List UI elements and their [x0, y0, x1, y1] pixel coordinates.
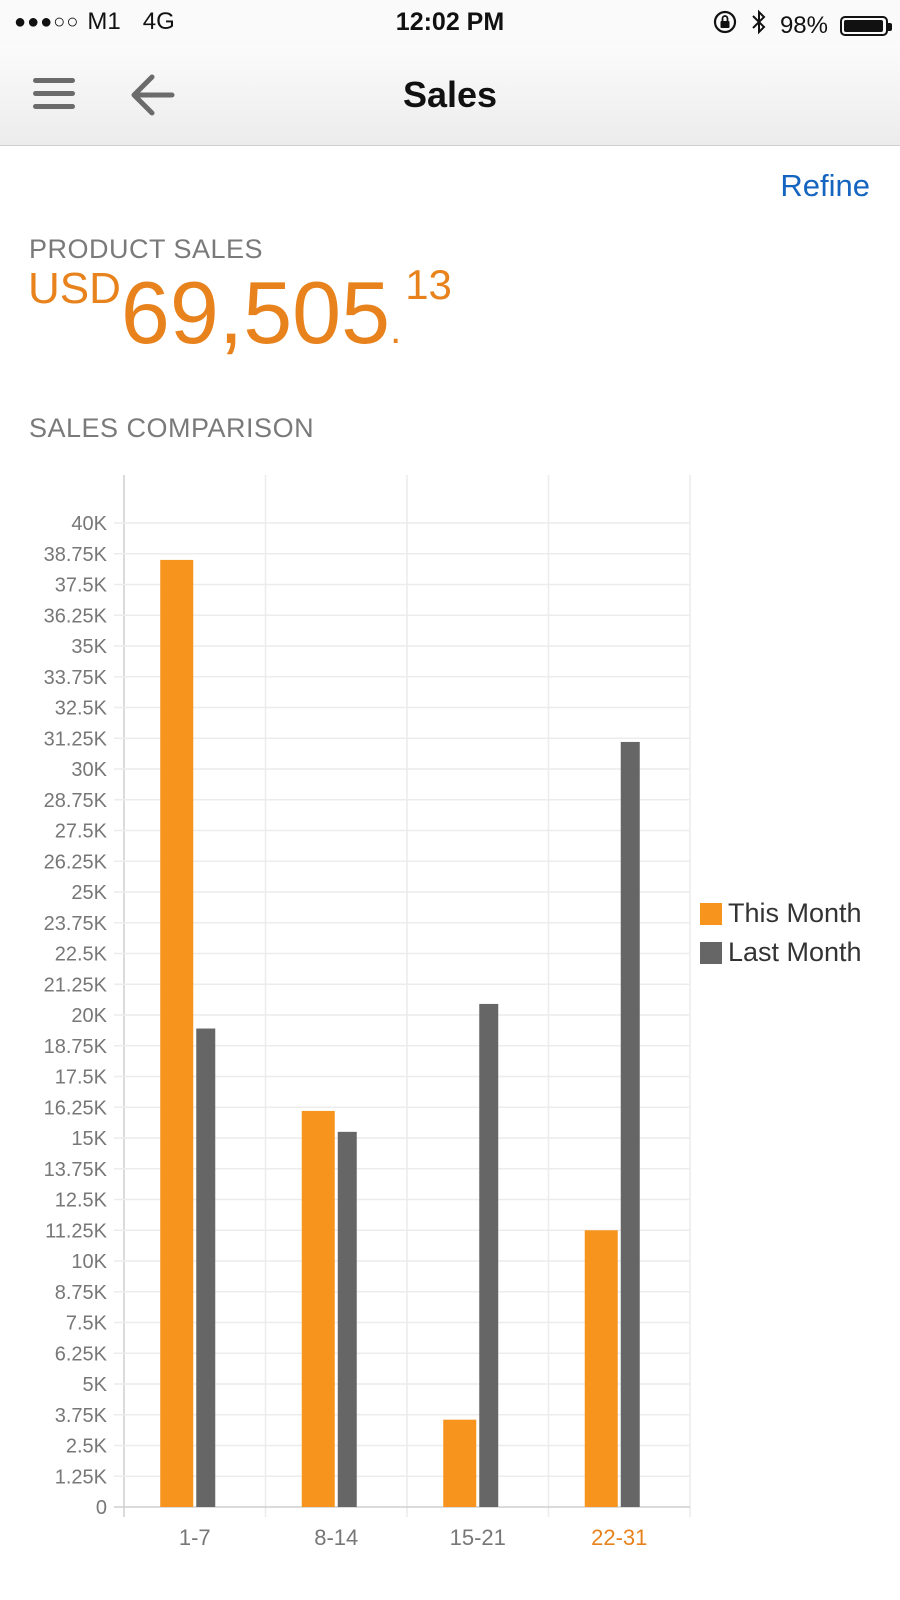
legend-item-last-month[interactable]: Last Month — [700, 937, 862, 968]
y-tick-label: 30K — [71, 759, 107, 781]
y-tick-label: 26.25K — [44, 851, 108, 873]
y-tick-label: 28.75K — [44, 790, 108, 812]
hamburger-menu-icon[interactable] — [33, 78, 75, 112]
status-bar: ●●●○○ M1 4G 12:02 PM 98% — [0, 0, 900, 46]
carrier-name: M1 — [87, 8, 121, 35]
y-tick-label: 7.5K — [66, 1313, 108, 1335]
bluetooth-icon — [750, 8, 768, 43]
sales-comparison-chart: 0 1.25K 2.5K 3.75K 5K 6.25K 7.5K 8.75K 10K 11.25K… — [44, 475, 691, 1550]
bar-last-month-8-14 — [337, 1131, 357, 1507]
amount-cents: 13 — [405, 261, 452, 308]
y-tick-label: 33.75K — [44, 667, 108, 689]
bar-last-month-1-7 — [196, 1028, 216, 1507]
x-tick-label: 22-31 — [591, 1525, 647, 1550]
legend-swatch-this-month — [700, 902, 722, 925]
legend-swatch-last-month — [700, 941, 722, 964]
y-tick-label: 40K — [71, 513, 107, 535]
navigation-bar: Sales — [0, 46, 900, 146]
sales-comparison-label: SALES COMPARISON — [29, 413, 315, 443]
refine-link[interactable]: Refine — [780, 168, 870, 203]
y-tick-label: 31.25K — [44, 728, 108, 750]
battery-level — [844, 19, 884, 32]
status-left: ●●●○○ M1 4G — [14, 8, 175, 36]
legend-item-this-month[interactable]: This Month — [700, 898, 862, 929]
bar-this-month-1-7 — [160, 559, 194, 1507]
y-tick-label: 35K — [71, 636, 107, 658]
y-tick-label: 1.25K — [55, 1466, 108, 1488]
y-tick-label: 11.25K — [45, 1220, 108, 1242]
amount-decimal-point: . — [390, 308, 402, 352]
battery-percent: 98% — [779, 11, 828, 39]
y-tick-label: 10K — [71, 1251, 107, 1273]
y-tick-label: 27.5K — [55, 821, 108, 843]
currency-code: USD — [28, 264, 121, 313]
y-tick-label: 37.5K — [55, 575, 108, 597]
signal-strength-icon: ●●●○○ — [14, 10, 80, 33]
y-tick-label: 0 — [96, 1497, 107, 1519]
legend-label-last-month: Last Month — [728, 937, 862, 967]
y-tick-label: 25K — [71, 882, 107, 904]
y-tick-label: 23.75K — [44, 913, 108, 935]
y-tick-label: 8.75K — [55, 1282, 108, 1304]
product-sales-amount: USD69,505.13 — [28, 261, 452, 364]
y-tick-label: 20K — [71, 1005, 107, 1027]
y-tick-label: 22.5K — [55, 944, 108, 966]
chart-legend: This Month Last Month — [700, 898, 862, 976]
y-tick-label: 15K — [71, 1128, 107, 1150]
y-tick-label: 16.25K — [44, 1097, 108, 1119]
y-tick-label: 12.5K — [55, 1190, 108, 1212]
y-tick-label: 32.5K — [55, 698, 108, 720]
x-tick-label: 15-21 — [450, 1525, 506, 1550]
y-tick-label: 38.75K — [44, 544, 108, 566]
x-tick-label: 8-14 — [314, 1525, 358, 1550]
product-sales-label: PRODUCT SALES — [29, 234, 264, 264]
x-tick-label: 1-7 — [179, 1525, 211, 1550]
bar-last-month-22-31 — [620, 741, 640, 1507]
battery-icon — [840, 15, 892, 36]
legend-label-this-month: This Month — [728, 898, 862, 928]
y-tick-label: 18.75K — [44, 1036, 108, 1058]
bar-this-month-22-31 — [584, 1230, 618, 1507]
back-arrow-icon[interactable] — [128, 72, 176, 118]
y-tick-label: 21.25K — [44, 974, 108, 996]
bar-last-month-15-21 — [479, 1003, 499, 1507]
bar-this-month-15-21 — [443, 1419, 477, 1507]
y-tick-label: 6.25K — [55, 1343, 108, 1365]
amount-whole: 69,505 — [120, 263, 391, 362]
status-time: 12:02 PM — [395, 8, 505, 36]
y-tick-label: 17.5K — [55, 1067, 108, 1089]
y-tick-label: 5K — [83, 1374, 108, 1396]
network-type: 4G — [142, 8, 175, 35]
y-tick-label: 13.75K — [44, 1159, 108, 1181]
orientation-lock-icon — [712, 9, 738, 42]
bar-this-month-8-14 — [301, 1110, 335, 1507]
y-tick-label: 36.25K — [44, 605, 108, 627]
y-tick-label: 3.75K — [55, 1405, 108, 1427]
status-right: 98% — [712, 8, 892, 43]
y-tick-label: 2.5K — [66, 1436, 108, 1458]
